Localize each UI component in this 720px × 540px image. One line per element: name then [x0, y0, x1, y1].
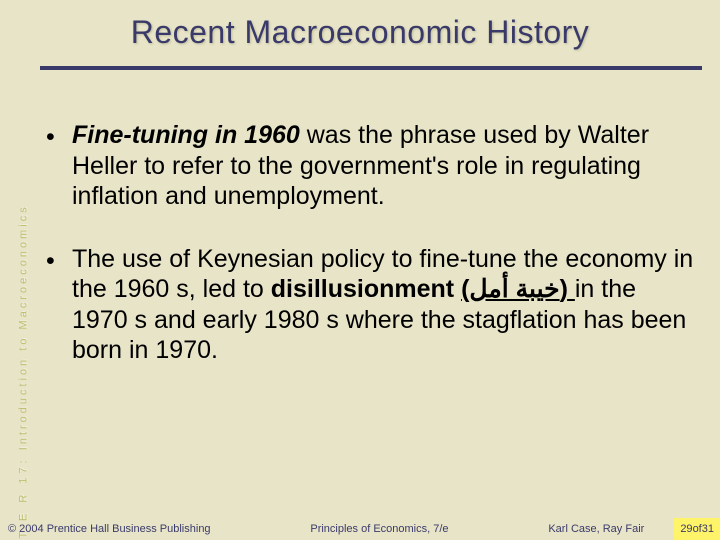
text-segment: disillusionment — [271, 275, 454, 303]
bullet-text: Fine-tuning in 1960 was the phrase used … — [72, 120, 698, 212]
text-segment — [568, 275, 575, 303]
bullet-item: •The use of Keynesian policy to fine-tun… — [46, 244, 698, 366]
title-divider — [40, 66, 702, 70]
footer-authors: Karl Case, Ray Fair — [548, 523, 674, 535]
chapter-name: Introduction to Macroeconomics — [18, 204, 30, 450]
chapter-sidebar: C H A P T E R 17: Introduction to Macroe… — [16, 70, 32, 414]
bullet-marker: • — [46, 120, 72, 212]
text-segment: (خيبة أمل) — [461, 275, 568, 303]
page-title: Recent Macroeconomic History — [0, 0, 720, 61]
slide: Recent Macroeconomic History C H A P T E… — [0, 0, 720, 540]
page-total: 31 — [702, 523, 714, 535]
text-segment: Fine-tuning in 1960 — [72, 121, 300, 149]
footer-pager: 29 of 31 — [674, 518, 720, 540]
bullet-text: The use of Keynesian policy to fine-tune… — [72, 244, 698, 366]
content-area: •Fine-tuning in 1960 was the phrase used… — [46, 120, 698, 398]
footer-copyright: © 2004 Prentice Hall Business Publishing — [0, 523, 211, 535]
footer-book: Principles of Economics, 7/e — [310, 523, 448, 535]
bullet-item: •Fine-tuning in 1960 was the phrase used… — [46, 120, 698, 212]
page-sep: of — [693, 523, 702, 535]
footer: © 2004 Prentice Hall Business Publishing… — [0, 518, 720, 540]
page-current: 29 — [680, 523, 692, 535]
bullet-marker: • — [46, 244, 72, 366]
chapter-sidebar-text: C H A P T E R 17: Introduction to Macroe… — [18, 204, 30, 540]
